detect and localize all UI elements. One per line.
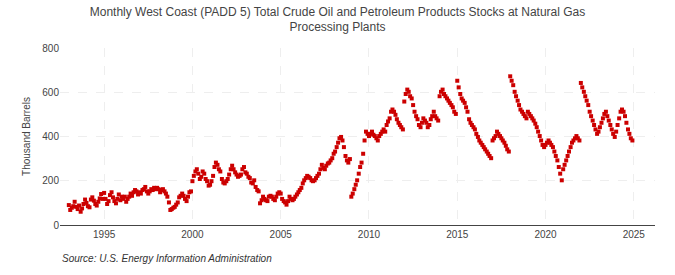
svg-text:200: 200	[42, 175, 59, 186]
svg-text:2020: 2020	[534, 229, 557, 240]
svg-text:600: 600	[42, 87, 59, 98]
svg-text:2015: 2015	[446, 229, 469, 240]
svg-text:2010: 2010	[358, 229, 381, 240]
svg-text:Monthly West Coast (PADD 5) To: Monthly West Coast (PADD 5) Total Crude …	[90, 5, 586, 35]
svg-text:800: 800	[42, 43, 59, 54]
svg-text:2005: 2005	[270, 229, 293, 240]
svg-text:2025: 2025	[623, 229, 646, 240]
svg-text:Source: U.S. Energy Informatio: Source: U.S. Energy Information Administ…	[62, 253, 272, 264]
svg-text:0: 0	[53, 220, 59, 231]
svg-text:Thousand Barrels: Thousand Barrels	[21, 97, 32, 176]
svg-text:1995: 1995	[93, 229, 116, 240]
svg-text:400: 400	[42, 131, 59, 142]
svg-text:2000: 2000	[181, 229, 204, 240]
